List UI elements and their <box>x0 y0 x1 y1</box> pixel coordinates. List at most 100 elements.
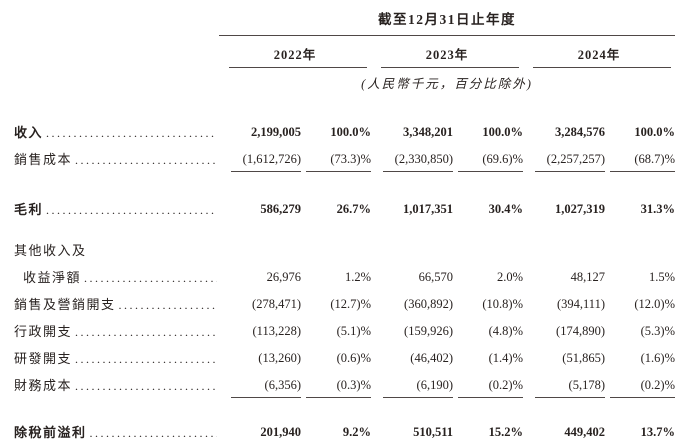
percentage-cell: (0.2)% <box>610 373 675 398</box>
amount-cell: 3,284,576 <box>555 125 605 139</box>
amount-cell: 48,127 <box>570 270 605 284</box>
percentage-cell: 1.2% <box>344 270 371 284</box>
row-label-cell: 研發開支 <box>14 345 219 372</box>
row-label: 財務成本 <box>14 378 73 393</box>
amount-cell: (2,257,257) <box>535 147 605 172</box>
row-label-cell: 除稅前溢利 <box>14 419 219 446</box>
amount-cell: (278,471) <box>252 297 301 311</box>
percentage-cell: 2.0% <box>496 270 523 284</box>
amount-cell: (2,330,850) <box>383 147 453 172</box>
row-label-cell: 財務成本 <box>14 372 219 399</box>
row-label-cell: 毛利 <box>14 196 219 223</box>
row-label: 收入 <box>14 125 44 140</box>
amount-cell: (174,890) <box>556 324 605 338</box>
table-row: 收入 2,199,005 100.0% 3,348,201 100.0% 3,284,57… <box>14 119 686 146</box>
year-column-2022: 2022年 <box>219 44 371 68</box>
amount-cell: 449,402 <box>564 425 605 439</box>
row-label: 銷售成本 <box>14 152 73 167</box>
dot-leader <box>75 373 217 399</box>
amount-cell <box>219 237 301 264</box>
year-underline <box>533 67 671 68</box>
amount-cell: 3,348,201 <box>403 125 453 139</box>
percentage-cell: (5.1)% <box>336 324 371 338</box>
percentage-cell: 9.2% <box>342 425 371 439</box>
amount-cell: (1,612,726) <box>231 147 301 172</box>
row-label: 研發開支 <box>14 351 73 366</box>
row-label: 毛利 <box>14 202 44 217</box>
amount-cell: 201,940 <box>260 425 301 439</box>
percentage-cell: 1.5% <box>648 270 675 284</box>
percentage-cell: (12.7)% <box>330 297 371 311</box>
dot-leader <box>75 346 217 372</box>
amount-cell: (5,178) <box>535 373 605 398</box>
dot-leader <box>46 120 217 146</box>
table-row: 研發開支 (13,260) (0.6)% (46,402) (1.4)% (51,865)… <box>14 345 686 372</box>
percentage-cell: (0.3)% <box>306 373 371 398</box>
percentage-cell: 100.0% <box>482 125 523 139</box>
amount-cell: (113,228) <box>252 324 302 338</box>
amount-cell: 510,511 <box>413 425 453 439</box>
amount-cell: (159,926) <box>404 324 453 338</box>
amount-cell <box>523 237 605 264</box>
percentage-cell <box>301 237 371 264</box>
year-underline <box>381 67 519 68</box>
period-header: 截至12月31日止年度 <box>219 4 675 36</box>
amount-cell: 2,199,005 <box>251 125 301 139</box>
row-label: 銷售及營銷開支 <box>14 297 116 312</box>
table-row: 銷售及營銷開支 (278,471) (12.7)% (360,892) (10.8)% (… <box>14 291 686 318</box>
row-label-cell: 收入 <box>14 119 219 146</box>
dot-leader <box>84 265 217 291</box>
percentage-cell <box>453 237 523 264</box>
percentage-cell: (10.8)% <box>482 297 523 311</box>
dot-leader <box>46 197 217 223</box>
percentage-cell <box>605 237 675 264</box>
currency-unit-note: (人民幣千元，百分比除外) <box>361 77 533 91</box>
percentage-cell: 26.7% <box>336 202 371 216</box>
table-row: 財務成本(6,356)(0.3)%(6,190)(0.2)%(5,178)(0.… <box>14 372 686 399</box>
row-label-cell: 其他收入及 <box>14 237 219 264</box>
dot-leader <box>119 292 217 318</box>
percentage-cell: (4.8)% <box>488 324 523 338</box>
year-underline <box>229 67 367 68</box>
row-label-cell: 行政開支 <box>14 318 219 345</box>
percentage-cell: 100.0% <box>330 125 371 139</box>
percentage-cell: (0.6)% <box>336 351 371 365</box>
amount-cell: (6,356) <box>231 373 301 398</box>
amount-cell: 1,017,351 <box>403 202 453 216</box>
percentage-cell: 31.3% <box>640 202 675 216</box>
financial-table-body: 收入 2,199,005 100.0% 3,348,201 100.0% 3,284,57… <box>14 119 686 446</box>
row-label: 行政開支 <box>14 324 73 339</box>
dot-leader <box>90 420 217 446</box>
amount-cell <box>371 237 453 264</box>
year-label: 2023年 <box>425 48 469 62</box>
table-row: 行政開支 (113,228) (5.1)% (159,926) (4.8)% (174,8… <box>14 318 686 345</box>
dot-leader <box>75 147 217 173</box>
row-label-cell: 收益淨額 <box>14 264 219 291</box>
amount-cell: (46,402) <box>410 351 453 365</box>
percentage-cell: (1.6)% <box>640 351 675 365</box>
amount-cell: 66,570 <box>418 270 453 284</box>
percentage-cell: (69.6)% <box>458 147 523 172</box>
table-row: 毛利 586,279 26.7% 1,017,351 30.4% 1,027,319 31.… <box>14 196 686 223</box>
row-label-cell: 銷售成本 <box>14 146 219 173</box>
table-row: 收益淨額 26,976 1.2% 66,570 2.0% 48,127 1.5% <box>14 264 686 291</box>
amount-cell: 1,027,319 <box>555 202 605 216</box>
percentage-cell: (68.7)% <box>610 147 675 172</box>
dot-leader <box>75 319 217 345</box>
amount-cell: (13,260) <box>258 351 301 365</box>
table-row: 銷售成本 (1,612,726)(73.3)% (2,330,850)(69.6)%… <box>14 146 686 173</box>
percentage-cell: 100.0% <box>634 125 675 139</box>
amount-cell: (6,190) <box>383 373 453 398</box>
year-column-2023: 2023年 <box>371 44 523 68</box>
amount-cell: 26,976 <box>266 270 301 284</box>
row-label-cell: 銷售及營銷開支 <box>14 291 219 318</box>
row-label: 收益淨額 <box>23 270 82 285</box>
percentage-cell: 15.2% <box>488 425 523 439</box>
amount-cell: (394,111) <box>556 297 605 311</box>
percentage-cell: (0.2)% <box>458 373 523 398</box>
percentage-cell: 30.4% <box>488 202 523 216</box>
percentage-cell: 13.7% <box>640 425 675 439</box>
amount-cell: (51,865) <box>562 351 605 365</box>
percentage-cell: (1.4)% <box>488 351 523 365</box>
